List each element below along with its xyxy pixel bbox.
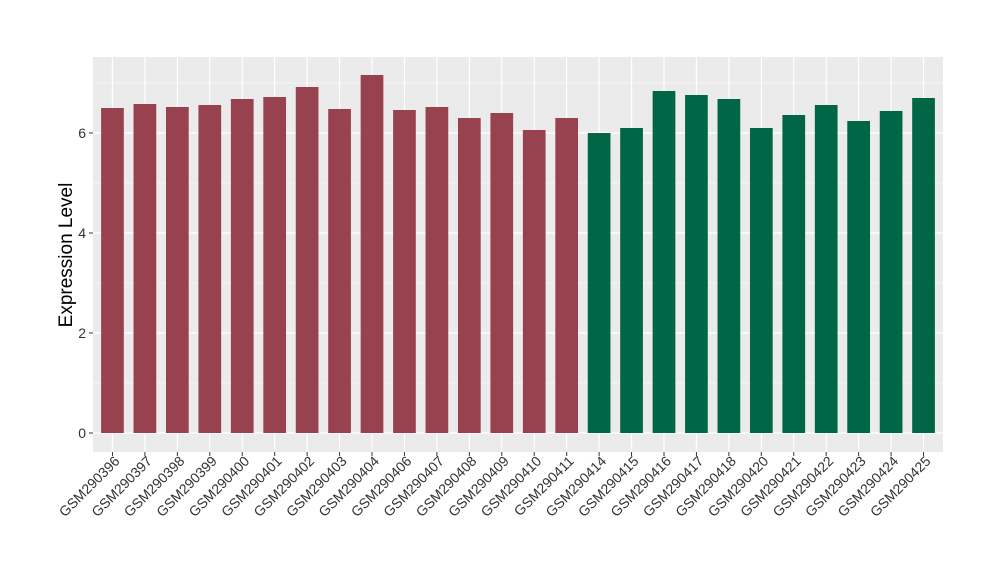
bar-GSM290421	[782, 115, 806, 433]
bar-GSM290408	[457, 118, 481, 433]
bar-GSM290401	[263, 97, 287, 433]
y-tick-label: 4	[78, 225, 86, 241]
bar-GSM290424	[879, 111, 903, 433]
bar-GSM290418	[717, 99, 741, 433]
bar-GSM290404	[360, 75, 384, 433]
bar-GSM290420	[749, 128, 773, 433]
y-axis-label: Expression Level	[56, 183, 77, 328]
bar-GSM290411	[555, 118, 579, 433]
bar-GSM290422	[814, 105, 838, 433]
bar-GSM290423	[847, 121, 871, 433]
bar-GSM290407	[425, 107, 449, 433]
y-tick-label: 2	[78, 325, 86, 341]
x-axis: GSM290396GSM290397GSM290398GSM290399GSM2…	[56, 452, 934, 520]
bar-GSM290410	[522, 130, 546, 433]
bars	[101, 75, 935, 433]
bar-GSM290397	[133, 104, 157, 433]
bar-GSM290409	[490, 113, 514, 433]
bar-GSM290400	[230, 99, 254, 433]
bar-GSM290402	[295, 87, 319, 433]
bar-GSM290416	[652, 91, 676, 433]
bar-GSM290406	[393, 110, 416, 433]
y-tick-label: 6	[78, 125, 86, 141]
y-tick-label: 0	[78, 425, 86, 441]
bar-GSM290425	[912, 98, 935, 433]
bar-GSM290396	[101, 108, 124, 433]
y-axis: 0 2 4 6	[78, 125, 93, 441]
bar-GSM290398	[165, 107, 189, 433]
bar-GSM290417	[685, 95, 708, 433]
bar-GSM290403	[328, 109, 351, 433]
bar-GSM290414	[587, 133, 611, 433]
bar-GSM290415	[620, 128, 643, 433]
bar-GSM290399	[198, 105, 222, 433]
